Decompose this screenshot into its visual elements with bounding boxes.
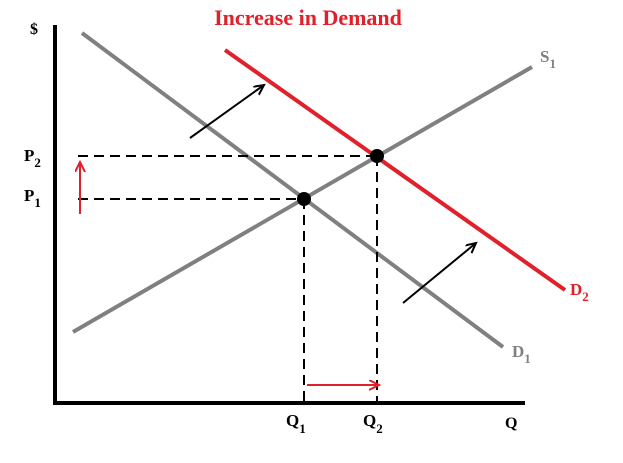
label-sub: 2 bbox=[376, 421, 383, 436]
label-text: Q bbox=[286, 411, 299, 430]
label-text: Q bbox=[363, 411, 376, 430]
p2-label: P2 bbox=[24, 146, 41, 170]
q2-label: Q2 bbox=[363, 411, 383, 436]
q1-label: Q1 bbox=[286, 411, 306, 436]
title: Increase in Demand bbox=[214, 5, 402, 30]
label-sub: 1 bbox=[34, 195, 41, 210]
shift-arrow bbox=[402, 243, 476, 304]
y-axis-label: $ bbox=[30, 21, 38, 38]
label-sub: 1 bbox=[299, 421, 306, 436]
label-sub: 1 bbox=[524, 351, 531, 366]
label-text: P bbox=[24, 146, 34, 165]
label-text: S bbox=[540, 47, 549, 66]
d2-label: D2 bbox=[570, 280, 589, 304]
label-text: D bbox=[512, 342, 524, 361]
label-text: D bbox=[570, 280, 582, 299]
demand-curve-2 bbox=[223, 48, 567, 292]
d1-label: D1 bbox=[512, 342, 531, 366]
s1-label: S1 bbox=[540, 47, 556, 71]
equilibrium-1 bbox=[297, 192, 311, 206]
shift-arrow bbox=[189, 85, 264, 139]
label-sub: 1 bbox=[549, 56, 556, 71]
x-axis-label: Q bbox=[505, 415, 517, 432]
label-text: P bbox=[24, 186, 34, 205]
p1-label: P1 bbox=[24, 186, 41, 210]
label-sub: 2 bbox=[582, 289, 589, 304]
equilibrium-2 bbox=[370, 149, 384, 163]
demand-curve-1 bbox=[80, 31, 505, 349]
label-sub: 2 bbox=[34, 155, 41, 170]
